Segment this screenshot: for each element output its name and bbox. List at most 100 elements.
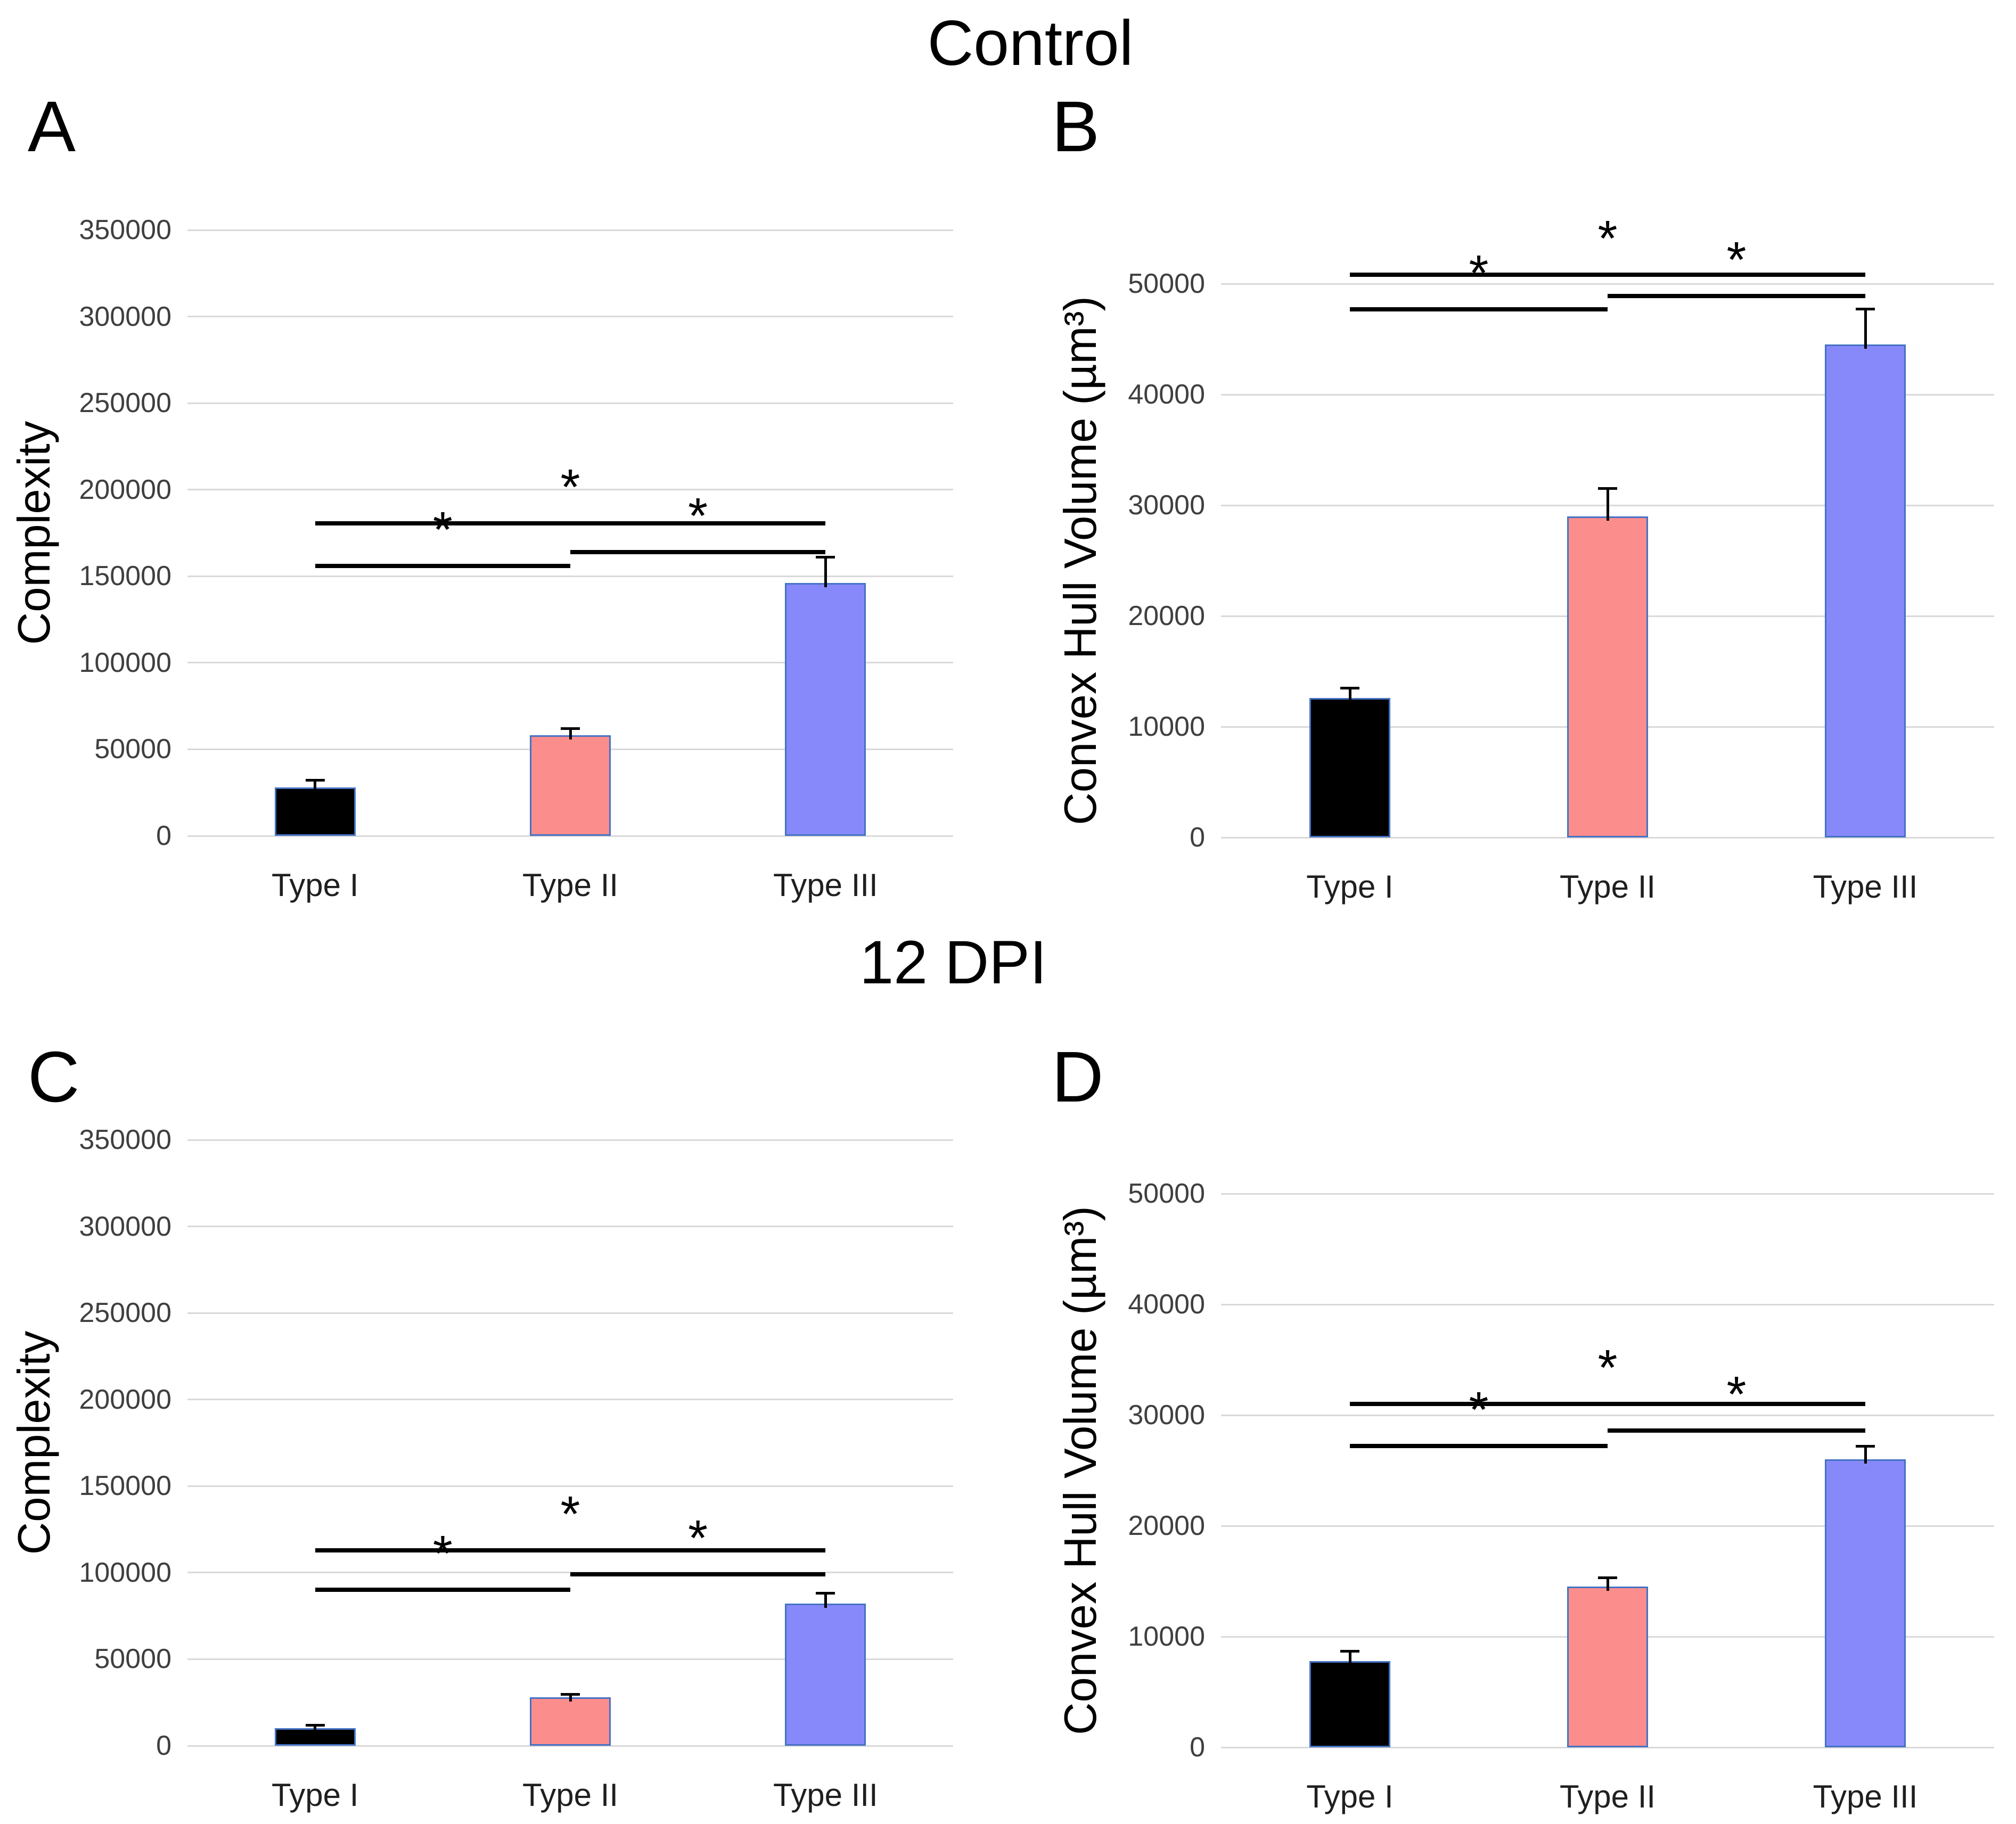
x-category-label-type-iii: Type III [773, 867, 878, 903]
gridline-30000 [1221, 1414, 1994, 1416]
figure-title-control: Control [927, 7, 1134, 79]
gridline-50000 [187, 1658, 953, 1660]
error-bar-type-iii [824, 557, 827, 588]
y-tick-label-30000: 30000 [1128, 490, 1205, 521]
error-bar-cap-type-ii [1598, 1576, 1617, 1580]
y-tick-label-350000: 350000 [79, 215, 171, 245]
significance-line-type-ii-to-type-iii [570, 549, 826, 554]
bar-type-ii [1567, 516, 1648, 837]
error-bar-cap-type-iii [816, 1592, 835, 1595]
y-tick-label-100000: 100000 [79, 1557, 171, 1588]
gridline-300000 [187, 1226, 953, 1228]
error-bar-cap-type-ii [561, 727, 580, 730]
x-category-label-type-iii: Type III [1813, 869, 1918, 905]
gridline-250000 [187, 1312, 953, 1314]
significance-asterisk-type-i-to-type-iii: * [1597, 210, 1618, 267]
gridline-150000 [187, 575, 953, 577]
significance-line-type-i-to-type-iii [1350, 273, 1865, 277]
x-category-label-type-ii: Type II [522, 867, 619, 903]
gridline-250000 [187, 402, 953, 404]
bar-type-i [274, 787, 356, 836]
y-tick-label-300000: 300000 [79, 301, 171, 332]
x-category-label-type-i: Type I [1306, 869, 1394, 905]
gridline-200000 [187, 1399, 953, 1401]
y-tick-label-350000: 350000 [79, 1124, 171, 1155]
gridline-0 [187, 1745, 953, 1747]
error-bar-type-iii [1864, 1446, 1867, 1464]
significance-asterisk-type-i-to-type-iii: * [560, 459, 580, 516]
error-bar-type-iii [1864, 309, 1867, 349]
x-category-label-type-i: Type I [271, 1777, 359, 1813]
error-bar-cap-type-i [305, 779, 325, 782]
significance-asterisk-type-ii-to-type-iii: * [688, 487, 708, 544]
significance-line-type-ii-to-type-iii [1608, 1428, 1865, 1433]
y-tick-label-150000: 150000 [79, 561, 171, 592]
y-tick-label-50000: 50000 [94, 734, 171, 765]
error-bar-cap-type-iii [1856, 308, 1875, 311]
significance-line-type-i-to-type-ii [1350, 1444, 1608, 1449]
significance-line-type-i-to-type-ii [1350, 307, 1608, 311]
gridline-350000 [187, 229, 953, 231]
y-tick-label-10000: 10000 [1128, 1621, 1205, 1652]
y-tick-label-300000: 300000 [79, 1211, 171, 1242]
error-bar-cap-type-i [305, 1724, 325, 1727]
error-bar-type-i [1348, 1651, 1351, 1665]
bar-type-iii [1825, 1459, 1906, 1747]
error-bar-type-i [314, 780, 317, 792]
significance-asterisk-type-i-to-type-ii: * [1469, 1382, 1489, 1439]
bar-type-i [1309, 697, 1390, 837]
bar-type-ii [530, 1697, 611, 1746]
gridline-50000 [1221, 1193, 1994, 1195]
y-tick-label-200000: 200000 [79, 1384, 171, 1415]
y-tick-label-50000: 50000 [1128, 268, 1205, 299]
gridline-300000 [187, 316, 953, 318]
significance-line-type-i-to-type-ii [315, 563, 570, 568]
significance-line-type-i-to-type-iii [315, 1548, 826, 1552]
gridline-40000 [1221, 393, 1994, 396]
y-tick-label-250000: 250000 [79, 1297, 171, 1329]
significance-asterisk-type-ii-to-type-iii: * [1726, 1366, 1747, 1423]
gridline-0 [1221, 836, 1994, 839]
y-tick-label-200000: 200000 [79, 474, 171, 505]
significance-line-type-i-to-type-iii [1350, 1402, 1865, 1407]
significance-asterisk-type-i-to-type-ii: * [432, 501, 453, 558]
y-tick-label-20000: 20000 [1128, 1510, 1205, 1541]
error-bar-cap-type-iii [816, 556, 835, 559]
error-bar-cap-type-iii [1856, 1444, 1875, 1448]
y-axis-title-b: Convex Hull Volume (µm³) [1055, 296, 1106, 825]
gridline-40000 [1221, 1303, 1994, 1305]
panel-label-a: A [28, 86, 76, 167]
gridline-350000 [187, 1139, 953, 1141]
error-bar-cap-type-ii [1598, 487, 1617, 490]
gridline-150000 [187, 1485, 953, 1487]
bar-type-iii [785, 583, 866, 836]
x-category-label-type-i: Type I [271, 867, 359, 903]
x-category-label-type-ii: Type II [1559, 869, 1656, 905]
y-tick-label-40000: 40000 [1128, 379, 1205, 410]
error-bar-type-ii [569, 1694, 572, 1702]
y-axis-title-a: Complexity [9, 421, 60, 645]
y-tick-label-100000: 100000 [79, 647, 171, 678]
x-category-label-type-iii: Type III [773, 1777, 878, 1813]
y-tick-label-20000: 20000 [1128, 601, 1205, 631]
gridline-20000 [1221, 1525, 1994, 1527]
bar-type-i [1309, 1661, 1390, 1747]
error-bar-type-iii [824, 1593, 827, 1608]
significance-line-type-i-to-type-iii [315, 521, 826, 526]
y-tick-label-250000: 250000 [79, 388, 171, 419]
y-tick-label-50000: 50000 [94, 1644, 171, 1675]
y-tick-label-0: 0 [1190, 822, 1205, 853]
significance-line-type-ii-to-type-iii [570, 1572, 826, 1577]
bar-type-iii [785, 1604, 866, 1746]
error-bar-type-ii [1606, 488, 1609, 521]
gridline-0 [187, 835, 953, 837]
y-tick-label-0: 0 [1190, 1732, 1205, 1763]
x-category-label-type-ii: Type II [1559, 1779, 1656, 1814]
y-tick-label-40000: 40000 [1128, 1289, 1205, 1320]
significance-line-type-i-to-type-ii [315, 1588, 570, 1592]
panel-label-c: C [28, 1037, 80, 1117]
error-bar-type-i [314, 1725, 317, 1733]
y-tick-label-0: 0 [156, 1730, 171, 1761]
bar-type-ii [1567, 1587, 1648, 1747]
